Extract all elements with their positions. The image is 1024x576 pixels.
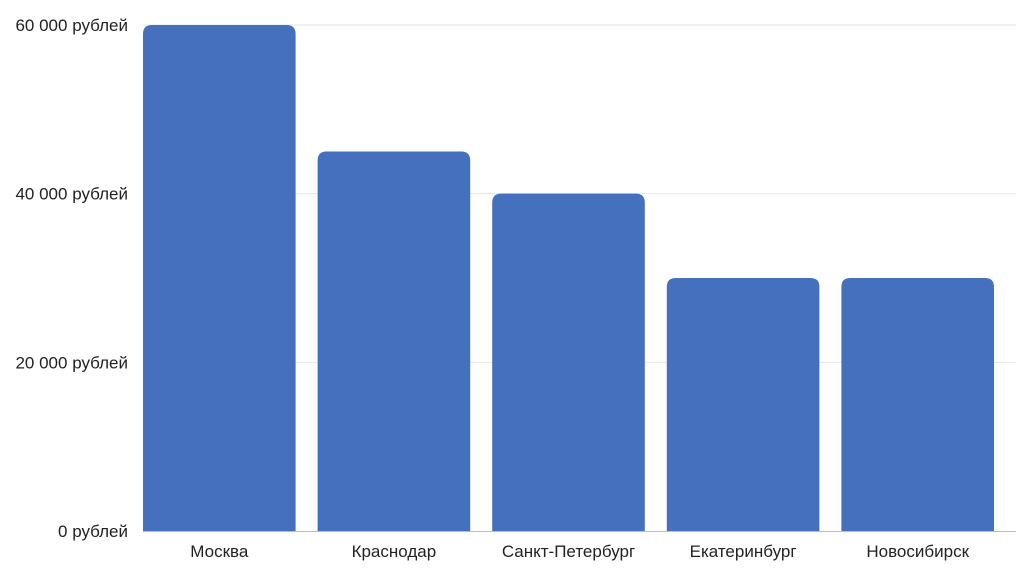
y-tick-label: 20 000 рублей	[15, 353, 128, 372]
bar-1	[143, 25, 296, 531]
x-category-label: Екатеринбург	[690, 542, 797, 561]
y-tick-label: 0 рублей	[58, 522, 128, 541]
y-tick-label: 40 000 рублей	[15, 185, 128, 204]
bars	[143, 25, 994, 531]
y-tick-label: 60 000 рублей	[15, 16, 128, 35]
bar-2	[317, 151, 471, 531]
x-category-label: Краснодар	[352, 542, 437, 561]
x-category-label: Москва	[190, 542, 249, 561]
bar-3	[492, 193, 645, 531]
x-category-label: Санкт-Петербург	[502, 542, 635, 561]
x-category-label: Новосибирск	[866, 542, 969, 561]
bar-4	[666, 278, 820, 531]
x-axis-category-labels: Москва Краснодар Санкт-Петербург Екатеринбу…	[190, 542, 969, 561]
y-axis-tick-labels: 0 рублей 20 000 рублей 40 000 рублей 60 000…	[15, 16, 128, 541]
bar-5	[841, 278, 994, 531]
